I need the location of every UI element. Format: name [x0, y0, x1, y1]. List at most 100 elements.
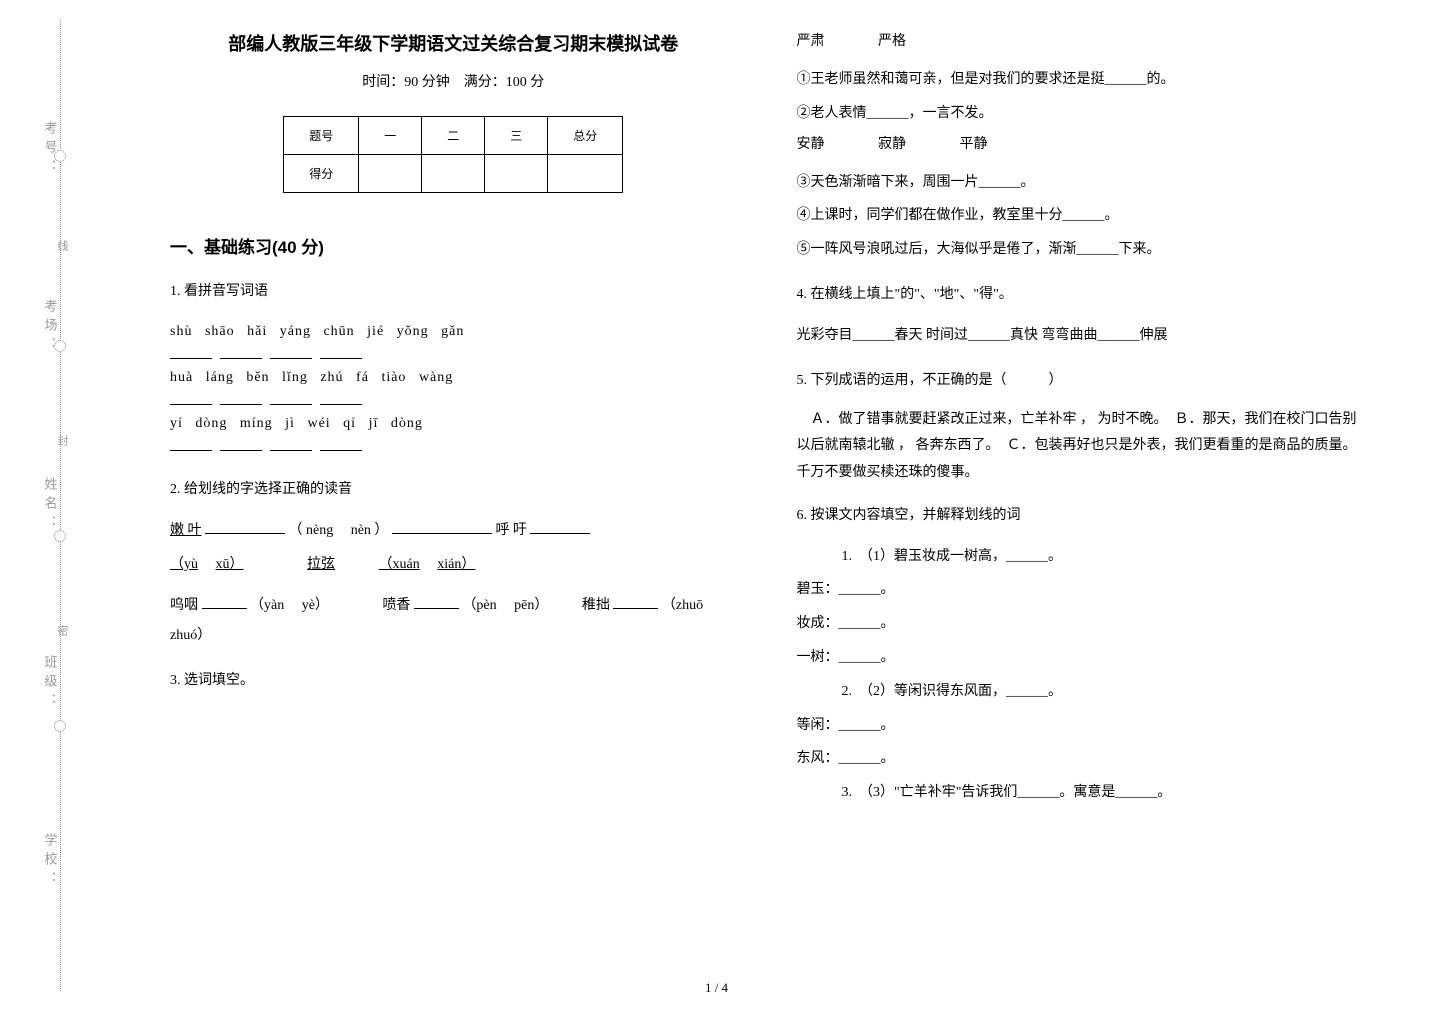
- circle-marker: [54, 720, 66, 732]
- pinyin: huà: [170, 364, 193, 392]
- blank-row: [170, 438, 737, 456]
- exam-title: 部编人教版三年级下学期语文过关综合复习期末模拟试卷: [170, 30, 737, 56]
- q2-pinyin: xū）: [216, 557, 244, 572]
- q2-word: 呜咽: [170, 598, 198, 613]
- q2-pinyin: yè）: [302, 598, 329, 613]
- q2-pinyin: xián）: [437, 557, 475, 572]
- exam-number-label: 考号：: [41, 121, 60, 178]
- circle-marker: [54, 150, 66, 162]
- q2-pinyin: nèn ）: [351, 523, 389, 538]
- score-table: 题号 一 二 三 总分 得分: [283, 116, 623, 193]
- table-cell: 一: [359, 117, 422, 155]
- table-cell: 二: [422, 117, 485, 155]
- pinyin: wéi: [307, 410, 330, 438]
- q2-word: 嫩 叶: [170, 523, 202, 538]
- question-4-title: 4. 在横线上填上"的"、"地"、"得"。: [797, 281, 1364, 309]
- q2-pinyin: （pèn: [462, 598, 496, 613]
- pinyin-row: yí dòng míng jì wéi qí jī dòng: [170, 410, 737, 438]
- seal-text: 线: [54, 240, 70, 281]
- binding-sidebar: 线 封 密 考号： 考场： 姓名： 班级： 学校：: [0, 0, 100, 1011]
- question-2-title: 2. 给划线的字选择正确的读音: [170, 476, 737, 504]
- q2-pinyin: （yù: [170, 557, 198, 572]
- name-label: 姓名：: [41, 477, 60, 534]
- pinyin: dòng: [195, 410, 227, 438]
- q6-term: 碧玉：______。: [797, 575, 1364, 606]
- fill-line: ③天色渐渐暗下来，周围一片______。: [797, 168, 1364, 199]
- q2-pinyin: （xuán: [379, 557, 420, 572]
- table-cell: [422, 155, 485, 193]
- section-header: 一、基础练习(40 分): [170, 233, 737, 258]
- pinyin: láng: [206, 364, 234, 392]
- left-column: 部编人教版三年级下学期语文过关综合复习期末模拟试卷 时间：90 分钟 满分：10…: [140, 20, 767, 991]
- q2-pinyin: （zhuō: [662, 598, 703, 613]
- pinyin: yáng: [280, 318, 311, 346]
- q6-sub: 2. （2）等闲识得东风面，______。: [842, 677, 1364, 708]
- q2-word: 拉弦: [307, 557, 335, 572]
- word: 寂静: [878, 133, 906, 153]
- circle-marker: [54, 340, 66, 352]
- q2-word: 呼 吁: [495, 523, 527, 538]
- seal-text: 封: [54, 435, 70, 476]
- q2-line: （yù xū） 拉弦 （xuán xián）: [170, 550, 737, 581]
- q6-sub: 3. （3）"亡羊补牢"告诉我们______。寓意是______。: [842, 778, 1364, 809]
- q5-text: Ａ．做了错事就要赶紧改正过来，亡羊补牢 ， 为时不晚。 Ｂ．那天，我们在校门口告…: [797, 407, 1364, 487]
- q6-term: 东风：______。: [797, 744, 1364, 775]
- pinyin: gǎn: [441, 318, 464, 346]
- question-6-title: 6. 按课文内容填空，并解释划线的词: [797, 502, 1364, 530]
- q2-word: 稚拙: [582, 598, 610, 613]
- pinyin: yǒng: [397, 318, 429, 346]
- pinyin: jié: [367, 318, 384, 346]
- fill-line: ①王老师虽然和蔼可亲，但是对我们的要求还是挺______的。: [797, 65, 1364, 96]
- table-cell: 得分: [284, 155, 359, 193]
- word-choices: 安静 寂静 平静: [797, 133, 1364, 153]
- question-5-title: 5. 下列成语的运用，不正确的是（ ）: [797, 367, 1364, 395]
- q6-sub: 1. （1）碧玉妆成一树高，______。: [842, 542, 1364, 573]
- word: 严格: [878, 30, 906, 50]
- q2-line: 嫩 叶 （ nèng nèn ） 呼 吁: [170, 516, 737, 547]
- main-content: 部编人教版三年级下学期语文过关综合复习期末模拟试卷 时间：90 分钟 满分：10…: [100, 0, 1433, 1011]
- right-column: 严肃 严格 ①王老师虽然和蔼可亲，但是对我们的要求还是挺______的。 ②老人…: [767, 20, 1394, 991]
- pinyin: wàng: [419, 364, 453, 392]
- pinyin-row: shù shāo hǎi yáng chūn jié yǒng gǎn: [170, 318, 737, 346]
- seal-text: 密: [54, 625, 70, 666]
- pinyin: dòng: [391, 410, 423, 438]
- circle-marker: [54, 530, 66, 542]
- pinyin: chūn: [323, 318, 354, 346]
- pinyin-row: huà láng běn lǐng zhú fá tiào wàng: [170, 364, 737, 392]
- pinyin: yí: [170, 410, 183, 438]
- pinyin: běn: [246, 364, 269, 392]
- table-cell: [548, 155, 623, 193]
- blank-row: [170, 392, 737, 410]
- dotted-line: [60, 20, 61, 991]
- q2-word: 喷香: [382, 598, 410, 613]
- table-cell: [359, 155, 422, 193]
- q2-pinyin: zhuó）: [170, 628, 211, 643]
- word-choices: 严肃 严格: [797, 30, 1364, 50]
- blank-row: [170, 346, 737, 364]
- question-1-title: 1. 看拼音写词语: [170, 278, 737, 306]
- pinyin: hǎi: [247, 318, 267, 346]
- q4-line: 光彩夺目______春天 时间过______真快 弯弯曲曲______伸展: [797, 321, 1364, 352]
- word: 安静: [797, 133, 825, 153]
- fill-line: ②老人表情______，一言不发。: [797, 99, 1364, 130]
- table-cell: 总分: [548, 117, 623, 155]
- q2-pinyin: （yàn: [250, 598, 284, 613]
- school-label: 学校：: [41, 833, 60, 890]
- q2-pinyin: pēn）: [514, 598, 548, 613]
- table-row: 题号 一 二 三 总分: [284, 117, 623, 155]
- pinyin: fá: [356, 364, 369, 392]
- q6-term: 等闲：______。: [797, 711, 1364, 742]
- table-cell: 题号: [284, 117, 359, 155]
- word: 平静: [960, 133, 988, 153]
- q2-pinyin: （ nèng: [289, 523, 334, 538]
- fill-line: ⑤一阵风号浪吼过后，大海似乎是倦了，渐渐______下来。: [797, 235, 1364, 266]
- q6-term: 妆成：______。: [797, 609, 1364, 640]
- table-row: 得分: [284, 155, 623, 193]
- exam-subtitle: 时间：90 分钟 满分：100 分: [170, 71, 737, 91]
- pinyin: shù: [170, 318, 192, 346]
- page-number: 1 / 4: [705, 980, 728, 996]
- pinyin: lǐng: [282, 364, 308, 392]
- word: 严肃: [797, 30, 825, 50]
- pinyin: míng: [240, 410, 273, 438]
- pinyin: qí: [343, 410, 356, 438]
